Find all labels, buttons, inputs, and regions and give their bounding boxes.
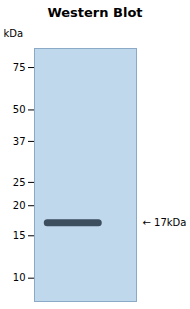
svg-text:kDa: kDa [4,28,24,39]
html-text:Western Blot: Western Blot [47,5,143,20]
svg-text:50: 50 [13,104,26,115]
svg-text:15: 15 [13,230,26,241]
svg-text:75: 75 [13,62,26,73]
svg-text:37: 37 [13,136,26,147]
svg-text:10: 10 [13,272,26,283]
svg-text:20: 20 [13,200,26,211]
svg-text:25: 25 [13,177,26,188]
svg-text:← 17kDa: ← 17kDa [143,217,187,228]
